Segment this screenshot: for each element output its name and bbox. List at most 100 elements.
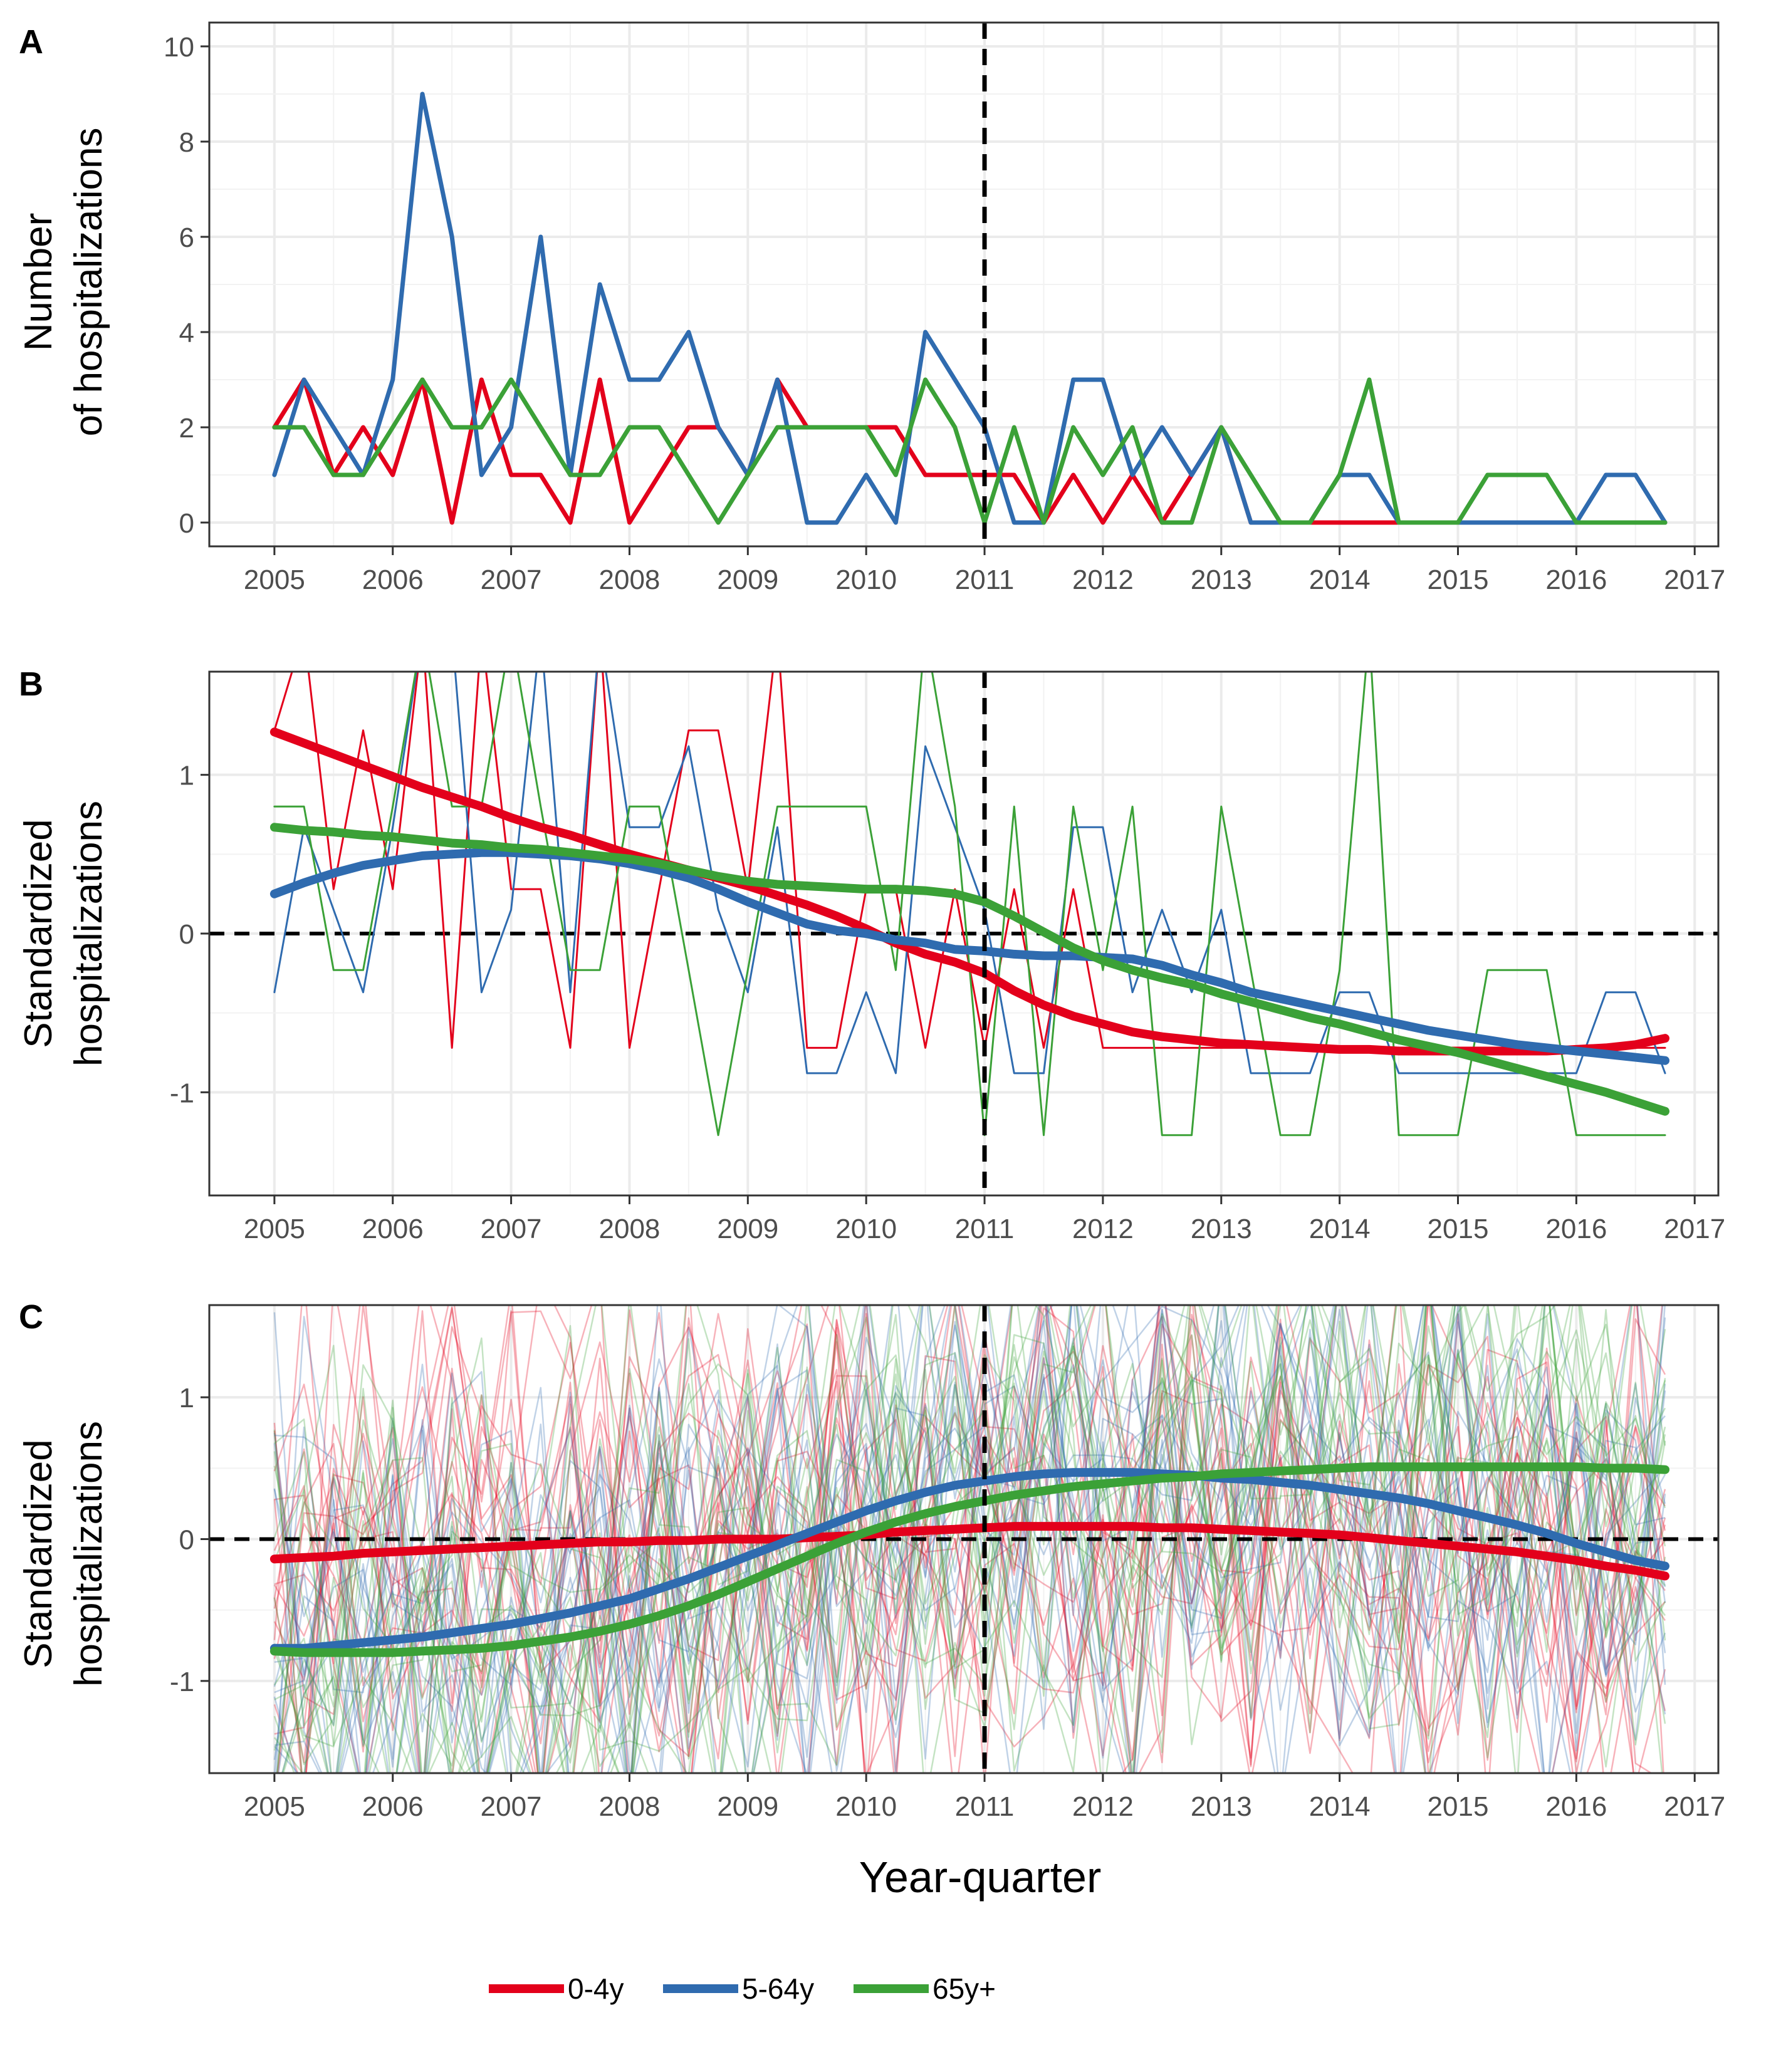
panel-b-series-65y-plus <box>273 672 1666 1137</box>
panel-a-y-tick-label: 10 <box>164 32 194 63</box>
panel-c-trace-65y-plus <box>274 1305 1666 1773</box>
panel-b-series-65y-plus-smooth <box>269 823 1669 1116</box>
panel-c-x-tick-label: 2006 <box>362 1791 424 1822</box>
x-axis-title: Year-quarter <box>859 1853 1102 1902</box>
panel-b-y-tick-label: 0 <box>179 919 194 950</box>
panel-b-series-0-4y-smooth <box>269 727 1669 1056</box>
panel-c-trace-0-4y <box>273 1305 1666 1773</box>
panel-c-trace-0-4y <box>273 1318 1666 1773</box>
panel-c-trace-5-64y <box>273 1305 1666 1773</box>
panel-c-x-tick-label: 2014 <box>1309 1791 1371 1822</box>
panel-a-gridlines <box>209 23 1718 546</box>
panel-c-trace-65y-plus <box>273 1305 1666 1773</box>
legend-item-0-4y: 0-4y <box>489 1972 624 2005</box>
panel-b-y-tick-label: -1 <box>170 1078 194 1108</box>
panel-a-y-tick-label: 0 <box>179 508 194 539</box>
panel-c-trace-5-64y <box>275 1305 1666 1773</box>
panel-c-x-tick-label: 2009 <box>717 1791 778 1822</box>
panel-c-trace-65y-plus <box>273 1305 1666 1773</box>
panel-c-x-tick-label: 2005 <box>244 1791 305 1822</box>
panel-a-x-tick-label: 2007 <box>481 565 542 595</box>
panel-c-trace-0-4y <box>273 1305 1666 1773</box>
panel-c-trace-0-4y <box>274 1305 1666 1773</box>
panel-c-x-tick-label: 2011 <box>955 1791 1015 1822</box>
panel-a-y-tick-label: 2 <box>179 413 194 444</box>
panel-c-trace-0-4y <box>276 1305 1666 1773</box>
panel-b-x-tick-label: 2007 <box>481 1214 542 1244</box>
panel-letter-a: A <box>19 23 43 61</box>
panel-a-x-tick-label: 2010 <box>835 565 897 595</box>
panel-c-trace-0-4y <box>274 1305 1666 1773</box>
panel-c-trace-5-64y <box>273 1316 1666 1773</box>
panel-b-x-tick-label: 2011 <box>955 1214 1015 1244</box>
panel-c-trace-65y-plus <box>273 1305 1666 1773</box>
panel-b-y-tick-label: 1 <box>179 761 194 791</box>
panel-c-trace-65y-plus <box>273 1305 1666 1773</box>
panel-c-x-tick-label: 2008 <box>599 1791 661 1822</box>
panel-c: C Standardized hospitalizations 2005 2006… <box>17 1298 1725 1822</box>
panel-c-series-5-64y-smooth <box>269 1468 1669 1653</box>
panel-c-x-tick-label: 2013 <box>1191 1791 1252 1822</box>
panel-c-trace-65y-plus <box>276 1305 1666 1773</box>
panel-b-series-5-64y-smooth <box>269 848 1669 1065</box>
panel-c-trace-65y-plus <box>273 1305 1666 1773</box>
panel-a-ylabel-line-2: of hospitalizations <box>67 128 110 437</box>
panel-b-x-tick-label: 2013 <box>1191 1214 1252 1244</box>
panel-c-trace-5-64y <box>274 1305 1666 1773</box>
panel-c-series-65y-plus-smooth <box>269 1462 1669 1657</box>
panel-a-x-tick-label: 2014 <box>1309 565 1371 595</box>
panel-c-plot-area <box>209 1305 1718 1773</box>
panel-c-trace-0-4y <box>273 1305 1664 1773</box>
panel-a-x-tick-label: 2008 <box>599 565 661 595</box>
panel-a-x-tick-label: 2015 <box>1428 565 1489 595</box>
panel-c-ylabel-line-1: Standardized <box>17 1439 60 1668</box>
panel-a-x-tick-label: 2011 <box>955 565 1015 595</box>
legend-item-5-64y: 5-64y <box>663 1972 814 2005</box>
panel-c-trace-65y-plus <box>273 1305 1666 1773</box>
panel-b-x-tick-label: 2008 <box>599 1214 661 1244</box>
panel-c-series-0-4y-smooth <box>269 1522 1669 1581</box>
panel-b-x-tick-label: 2014 <box>1309 1214 1371 1244</box>
panel-c-y-tick-label: -1 <box>170 1667 194 1697</box>
panel-c-x-tick-label: 2015 <box>1428 1791 1489 1822</box>
legend-label-0-4y: 0-4y <box>568 1972 624 2005</box>
panel-c-trace-0-4y <box>273 1318 1666 1773</box>
panel-c-trace-65y-plus <box>273 1305 1666 1773</box>
panel-b-plot-area <box>209 672 1718 1137</box>
panel-b-x-tick-label: 2006 <box>362 1214 424 1244</box>
panel-a-border <box>208 21 1720 548</box>
panel-c-trace-5-64y <box>281 1305 1666 1773</box>
panel-letter-c: C <box>19 1298 43 1336</box>
panel-a-y-tick-label: 6 <box>179 222 194 253</box>
panel-b-x-tick-label: 2010 <box>835 1214 897 1244</box>
panel-c-trace-0-4y <box>273 1305 1666 1773</box>
panel-a-y-tick-label: 4 <box>179 318 194 348</box>
panel-b-series-5-64y <box>273 672 1666 1075</box>
panel-c-trace-0-4y <box>273 1305 1653 1773</box>
panel-a-x-tick-label: 2013 <box>1191 565 1252 595</box>
panel-c-ylabel-line-2: hospitalizations <box>67 1421 110 1687</box>
panel-a-x-tick-label: 2017 <box>1664 565 1725 595</box>
panel-c-trace-0-4y <box>277 1307 1666 1773</box>
panel-b-ylabel-line-2: hospitalizations <box>67 801 110 1066</box>
panel-c-trace-5-64y <box>273 1305 1666 1773</box>
panel-c-trace-65y-plus <box>273 1305 1666 1773</box>
legend: 0-4y 5-64y 65y+ <box>489 1972 996 2005</box>
panel-a-series-65y-plus <box>272 377 1668 525</box>
panel-c-trace-5-64y <box>273 1305 1666 1773</box>
panel-b-x-tick-label: 2009 <box>717 1214 778 1244</box>
panel-c-trace-65y-plus <box>273 1305 1666 1773</box>
panel-c-trace-5-64y <box>273 1305 1666 1773</box>
panel-a-plot-area <box>272 91 1668 525</box>
panel-b-ylabel-line-1: Standardized <box>17 819 60 1048</box>
panel-c-trace-0-4y <box>273 1305 1666 1773</box>
panel-b-x-tick-label: 2015 <box>1428 1214 1489 1244</box>
panel-c-trace-5-64y <box>274 1305 1666 1773</box>
panel-c-trace-65y-plus <box>281 1305 1666 1773</box>
panel-c-trace-0-4y <box>273 1305 1666 1773</box>
panel-c-x-tick-label: 2016 <box>1545 1791 1607 1822</box>
panel-c-trace-5-64y <box>274 1305 1666 1773</box>
panel-c-x-tick-label: 2010 <box>835 1791 897 1822</box>
panel-a-ylabel-line-1: Number <box>17 213 60 351</box>
